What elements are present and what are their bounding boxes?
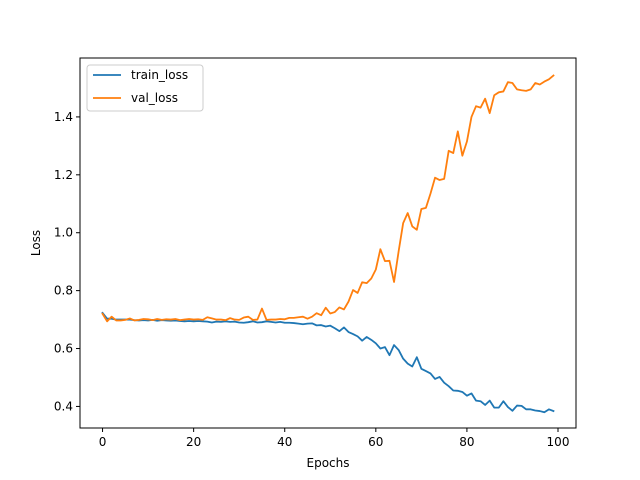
legend-box (86, 64, 204, 112)
legend-label-train-loss: train_loss (131, 68, 188, 82)
y-tick-label: 1.2 (54, 168, 73, 182)
y-tick-label: 1.4 (54, 110, 73, 124)
x-tick-label: 80 (459, 435, 474, 449)
legend: train_loss val_loss (86, 64, 204, 112)
series-layer (101, 74, 555, 414)
legend-label-val-loss: val_loss (131, 91, 178, 105)
y-tick-label: 0.4 (54, 399, 73, 413)
plot-frame (79, 57, 577, 429)
x-tick-label: 60 (368, 435, 383, 449)
x-tick-label: 40 (277, 435, 292, 449)
y-tick-label: 1.0 (54, 226, 73, 240)
x-tick-label: 100 (547, 435, 570, 449)
y-tick-label: 0.8 (54, 284, 73, 298)
series-line-val-loss (101, 74, 555, 323)
y-tick-label: 0.6 (54, 342, 73, 356)
x-axis-ticks: 0 20 40 60 80 100 (99, 428, 570, 449)
y-axis-label: Loss (29, 230, 43, 256)
y-axis-ticks: 0.4 0.6 0.8 1.0 1.2 1.4 (54, 110, 80, 413)
series-line-train-loss (101, 311, 555, 414)
plot-area (80, 58, 576, 428)
x-tick-label: 0 (99, 435, 107, 449)
x-tick-label: 20 (186, 435, 201, 449)
x-axis-label: Epochs (307, 456, 350, 470)
